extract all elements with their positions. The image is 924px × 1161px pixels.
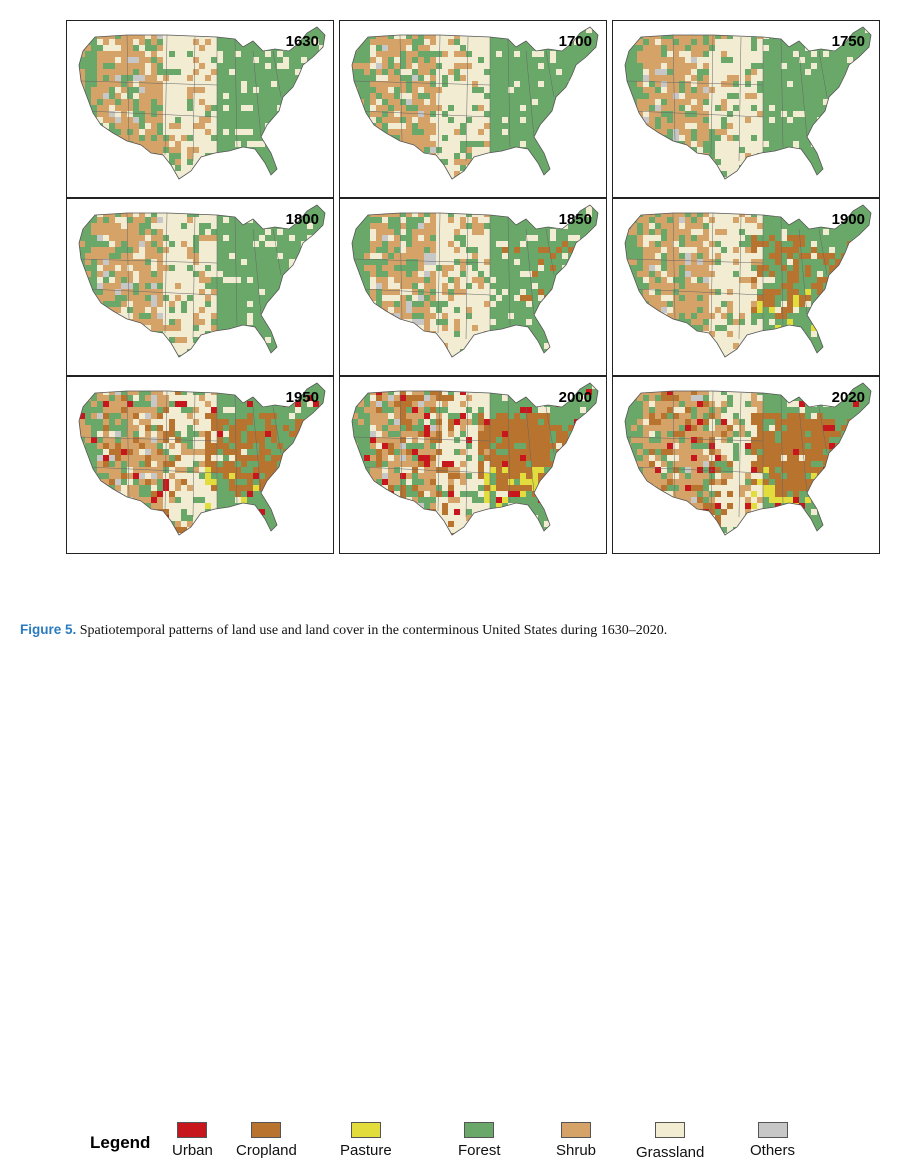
map-panel-1850: 1850	[339, 198, 607, 376]
map-panel-1750: 1750	[612, 20, 880, 198]
legend-title: Legend	[90, 1133, 150, 1153]
panel-year-label: 2000	[559, 389, 592, 406]
legend-swatch-cropland	[251, 1122, 281, 1138]
panel-year-label: 1900	[832, 211, 865, 228]
panel-year-label: 1950	[286, 389, 319, 406]
legend-label-forest: Forest	[458, 1142, 501, 1159]
legend-swatch-grassland	[655, 1122, 685, 1138]
caption-text: Spatiotemporal patterns of land use and …	[76, 623, 667, 638]
map-grid: 1630 1700 1750 1800 1850 1900 1950 2000 2020	[0, 0, 924, 560]
legend-label-others: Others	[750, 1142, 795, 1159]
legend: Legend Urban Cropland Pasture Forest Shr…	[0, 560, 924, 610]
map-panel-1950: 1950	[66, 376, 334, 554]
panel-year-label: 1800	[286, 211, 319, 228]
panel-year-label: 1630	[286, 33, 319, 50]
map-panel-2020: 2020	[612, 376, 880, 554]
map-panel-1630: 1630	[66, 20, 334, 198]
legend-swatch-others	[758, 1122, 788, 1138]
panel-year-label: 2020	[832, 389, 865, 406]
legend-swatch-forest	[464, 1122, 494, 1138]
legend-item-pasture: Pasture	[340, 1122, 392, 1159]
legend-item-others: Others	[750, 1122, 795, 1159]
map-panel-1800: 1800	[66, 198, 334, 376]
legend-item-urban: Urban	[172, 1122, 213, 1159]
legend-item-forest: Forest	[458, 1122, 501, 1159]
legend-label-grassland: Grassland	[636, 1144, 704, 1161]
legend-swatch-shrub	[561, 1122, 591, 1138]
legend-label-pasture: Pasture	[340, 1142, 392, 1159]
legend-label-urban: Urban	[172, 1142, 213, 1159]
figure-caption: Figure 5. Spatiotemporal patterns of lan…	[20, 622, 910, 639]
legend-swatch-urban	[177, 1122, 207, 1138]
legend-item-grassland: Grassland	[636, 1122, 704, 1159]
panel-year-label: 1700	[559, 33, 592, 50]
map-panel-2000: 2000	[339, 376, 607, 554]
figure-label: Figure 5.	[20, 622, 76, 637]
legend-item-cropland: Cropland	[236, 1122, 297, 1159]
map-panel-1900: 1900	[612, 198, 880, 376]
panel-year-label: 1750	[832, 33, 865, 50]
legend-swatch-pasture	[351, 1122, 381, 1138]
panel-year-label: 1850	[559, 211, 592, 228]
legend-label-cropland: Cropland	[236, 1142, 297, 1159]
map-panel-1700: 1700	[339, 20, 607, 198]
legend-item-shrub: Shrub	[556, 1122, 596, 1159]
legend-label-shrub: Shrub	[556, 1142, 596, 1159]
